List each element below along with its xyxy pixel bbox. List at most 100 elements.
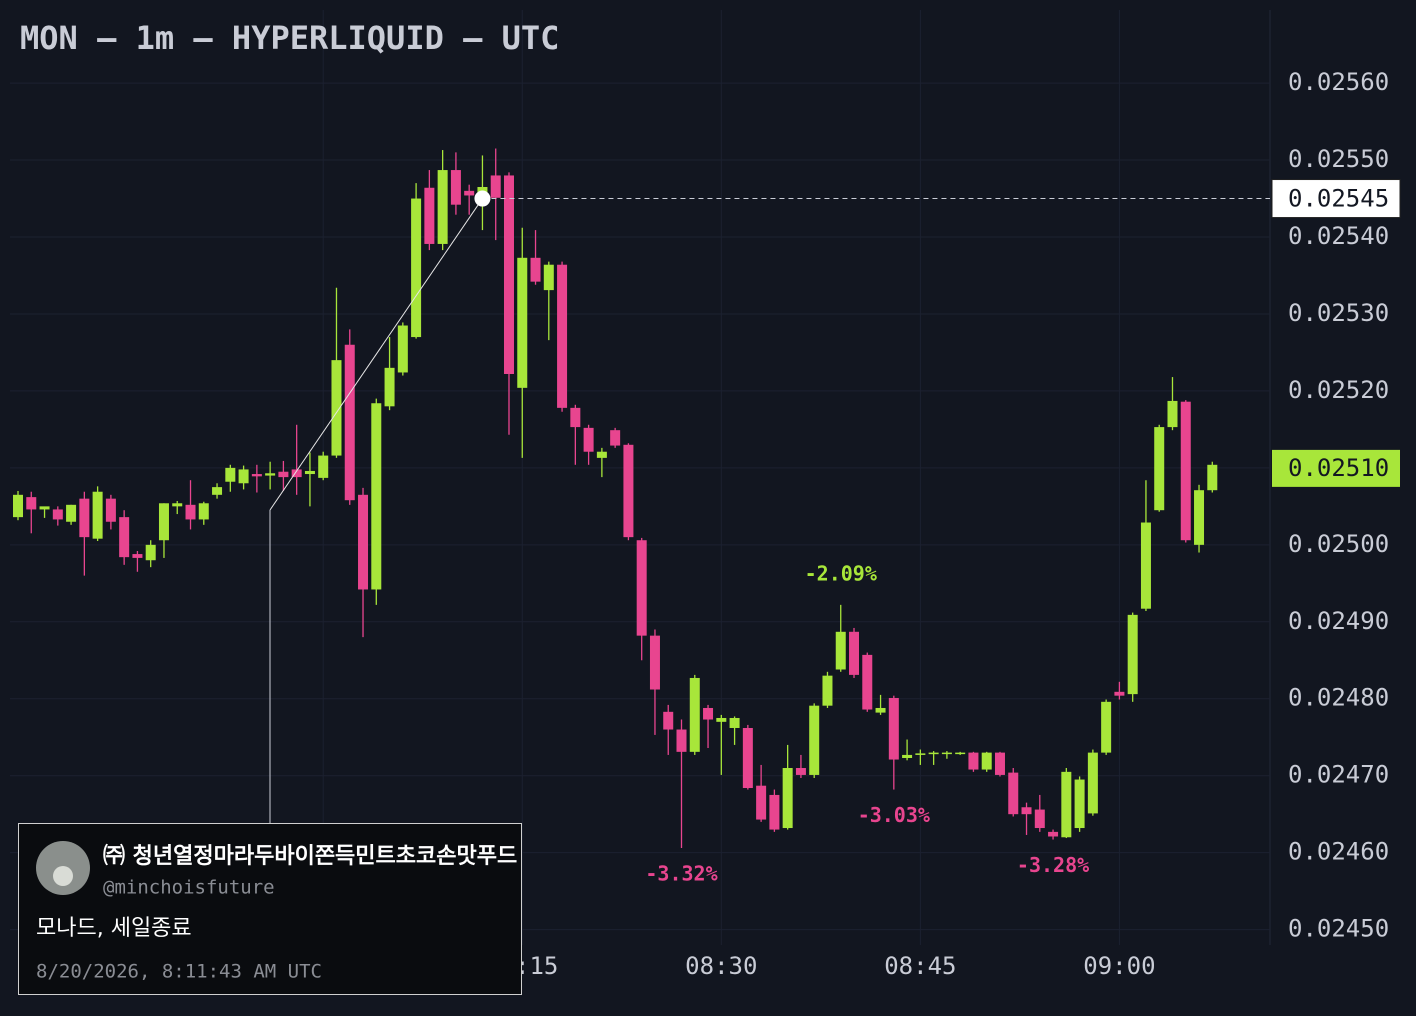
- candle-body: [145, 544, 156, 561]
- last-price-tag: [1272, 449, 1400, 487]
- y-tick-label: 0.02460: [1288, 838, 1389, 866]
- candle-body: [1034, 809, 1045, 829]
- candle-body: [105, 498, 116, 522]
- candle-body: [411, 198, 422, 338]
- candle-body: [1101, 701, 1112, 753]
- candle-body: [225, 467, 236, 482]
- tweet-timestamp: 8/20/2026, 8:11:43 AM UTC: [36, 961, 322, 983]
- y-tick-label: 0.02480: [1288, 684, 1389, 712]
- candle-body: [596, 451, 607, 458]
- candle-body: [623, 444, 634, 538]
- tweet-card: ㈜ 청년열정마라두바이쫀득민트초코손맛푸드 @minchoisfuture 모나…: [18, 823, 522, 995]
- candle-body: [265, 473, 276, 476]
- candle-body: [557, 264, 568, 408]
- candle-body: [902, 754, 913, 758]
- candle-body: [185, 504, 196, 520]
- candle-body: [450, 170, 461, 205]
- candle-body: [39, 506, 50, 510]
- candle-body: [981, 752, 992, 770]
- candle-body: [198, 503, 209, 520]
- price-marker-tag: [1271, 179, 1401, 219]
- candle-body: [1167, 400, 1178, 428]
- y-tick-label: 0.02560: [1288, 68, 1389, 96]
- y-tick-label: 0.02450: [1288, 915, 1389, 943]
- last-price-label: 0.02510: [1288, 454, 1389, 482]
- candle-body: [875, 707, 886, 713]
- candle-body: [663, 711, 674, 730]
- candle-body: [158, 503, 169, 541]
- candle-body: [119, 517, 130, 558]
- tweet-text: 모나드, 세일종료: [36, 916, 192, 941]
- overlay: 0.02545 0.02510 -2.09% -3.32% -3.03% -3.28%: [269, 179, 1401, 886]
- candle-body: [251, 474, 262, 477]
- candle-body: [304, 470, 315, 475]
- annotation: -3.32%: [645, 862, 717, 886]
- y-tick-label: 0.02540: [1288, 222, 1389, 250]
- candle-body: [636, 540, 647, 636]
- candle-body: [756, 785, 767, 820]
- y-tick-label: 0.02470: [1288, 761, 1389, 789]
- candle-body: [530, 257, 541, 282]
- candle-body: [1074, 779, 1085, 829]
- candle-body: [424, 187, 435, 244]
- y-tick-label: 0.02520: [1288, 376, 1389, 404]
- candle-body: [384, 367, 395, 407]
- candle-body: [915, 753, 926, 755]
- candle-body: [1127, 614, 1138, 695]
- y-tick-label: 0.02500: [1288, 530, 1389, 558]
- candle-body: [769, 794, 780, 830]
- candle-body: [689, 677, 700, 752]
- candle-body: [26, 497, 37, 510]
- candle-body: [809, 705, 820, 775]
- candle-body: [862, 654, 873, 710]
- candle-body: [610, 430, 621, 446]
- candle-body: [490, 175, 501, 198]
- candle-body: [649, 635, 660, 690]
- candle-body: [278, 471, 289, 478]
- candle-body: [212, 487, 223, 495]
- candle-body: [888, 697, 899, 760]
- candle-body: [291, 469, 302, 478]
- candle-body: [729, 717, 740, 728]
- candle-body: [13, 494, 23, 518]
- candle-body: [371, 403, 382, 590]
- candle-body: [1048, 831, 1059, 837]
- price-marker-label: 0.02545: [1288, 185, 1389, 213]
- candle-body: [52, 509, 63, 520]
- candle-body: [92, 491, 103, 539]
- candle-body: [570, 407, 581, 428]
- x-tick-label: 09:00: [1083, 952, 1155, 980]
- candle-body: [1180, 401, 1191, 541]
- annotation: -3.03%: [858, 803, 930, 827]
- y-tick-label: 0.02550: [1288, 145, 1389, 173]
- candle-body: [172, 503, 183, 507]
- candle-body: [782, 768, 793, 829]
- chart-title: MON — 1m — HYPERLIQUID — UTC: [20, 19, 559, 57]
- candle-body: [676, 729, 687, 752]
- candle-body: [503, 175, 514, 374]
- candle-body: [822, 675, 833, 706]
- candle-body: [517, 257, 528, 388]
- candle-body: [1154, 427, 1165, 511]
- candle-body: [1021, 807, 1032, 815]
- price-marker-dot: [474, 190, 491, 207]
- candle-body: [849, 631, 860, 675]
- candle-body: [1114, 691, 1125, 696]
- candle-body: [437, 170, 448, 244]
- candle-body: [344, 344, 355, 501]
- y-tick-label: 0.02490: [1288, 607, 1389, 635]
- x-tick-label: 08:45: [884, 952, 956, 980]
- candle-body: [583, 427, 594, 452]
- candle-body: [994, 752, 1005, 775]
- candle-body: [835, 631, 846, 670]
- candle-body: [331, 360, 342, 456]
- candle-body: [1008, 772, 1019, 815]
- y-tick-label: 0.02530: [1288, 299, 1389, 327]
- candle-body: [716, 717, 727, 722]
- candle-body: [464, 190, 475, 196]
- candle-body: [1140, 522, 1151, 609]
- candle-body: [703, 707, 714, 720]
- candle-body: [928, 752, 939, 755]
- candle-body: [358, 494, 369, 590]
- avatar-detail: [53, 866, 73, 886]
